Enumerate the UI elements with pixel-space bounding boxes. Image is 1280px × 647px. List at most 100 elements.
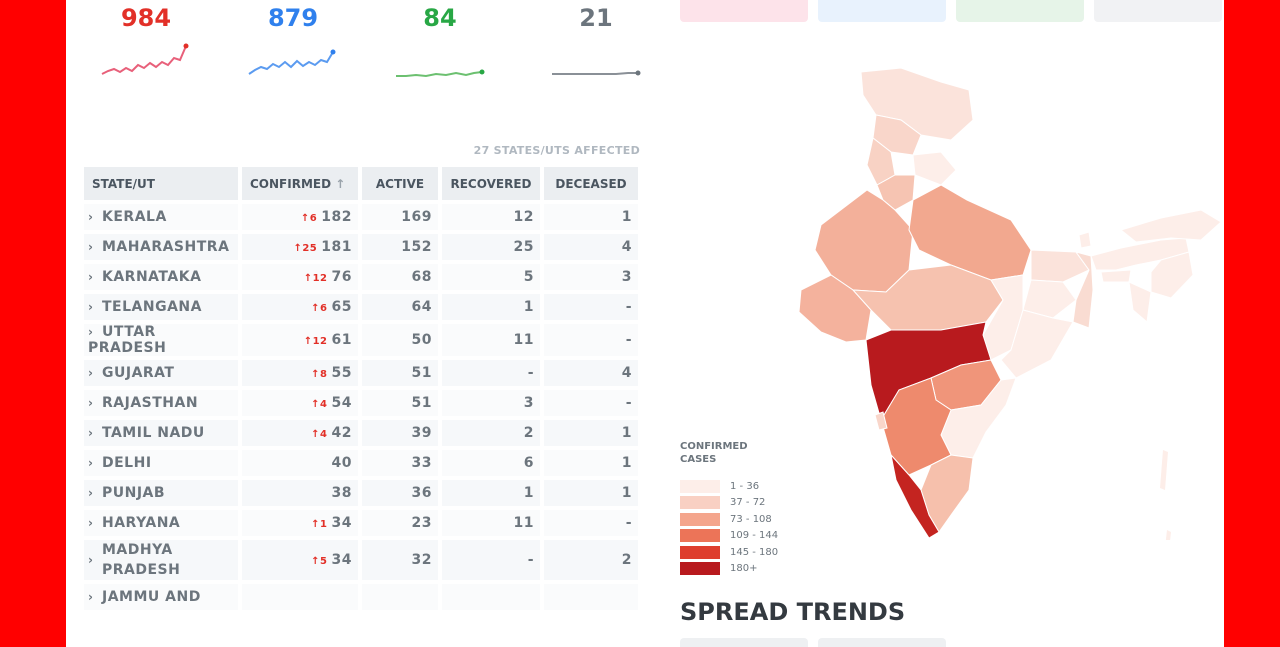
confirmed-value: 55 bbox=[331, 365, 352, 381]
confirmed-cell: ↑4 54 bbox=[242, 390, 358, 416]
trend-tab-2[interactable] bbox=[818, 638, 946, 647]
confirmed-value: 38 bbox=[331, 485, 352, 501]
state-cell[interactable]: › GUJARAT bbox=[84, 360, 238, 386]
state-cell[interactable]: › TELANGANA bbox=[84, 294, 238, 320]
chevron-right-icon[interactable]: › bbox=[88, 590, 94, 604]
header-confirmed-label: CONFIRMED bbox=[250, 176, 332, 191]
state-name: KARNATAKA bbox=[102, 269, 202, 285]
deceased-cell: 4 bbox=[544, 234, 638, 260]
confirmed-value: 34 bbox=[331, 515, 352, 531]
chevron-right-icon[interactable]: › bbox=[88, 516, 94, 530]
legend-swatch bbox=[680, 562, 720, 576]
table-row[interactable]: › JAMMU AND bbox=[84, 584, 638, 610]
map-region-jammu-kashmir bbox=[860, 67, 974, 141]
map-region-sikkim bbox=[1078, 231, 1092, 249]
state-cell[interactable]: › MADHYA PRADESH bbox=[84, 540, 238, 580]
spread-trends-heading: SPREAD TRENDS bbox=[680, 598, 906, 626]
chevron-right-icon[interactable]: › bbox=[88, 456, 94, 470]
state-name: HARYANA bbox=[102, 515, 181, 531]
active-cell: 51 bbox=[362, 360, 438, 386]
deceased-cell: 1 bbox=[544, 450, 638, 476]
state-name: MAHARASHTRA bbox=[102, 239, 230, 255]
header-state[interactable]: STATE/UT bbox=[84, 167, 238, 200]
legend-label: 73 - 108 bbox=[730, 513, 772, 525]
state-cell[interactable]: › DELHI bbox=[84, 450, 238, 476]
table-row[interactable]: › KERALA ↑6 182 169 12 1 bbox=[84, 204, 638, 230]
header-active[interactable]: ACTIVE bbox=[362, 167, 438, 200]
recovered-sparkline bbox=[396, 69, 485, 78]
chevron-right-icon[interactable]: › bbox=[88, 325, 94, 339]
table-row[interactable]: › RAJASTHAN ↑4 54 51 3- bbox=[84, 390, 638, 416]
table-row[interactable]: ›MADHYA PRADESH ↑5 34 32-2 bbox=[84, 540, 638, 580]
state-name: GUJARAT bbox=[102, 365, 175, 381]
state-cell[interactable]: › KARNATAKA bbox=[84, 264, 238, 290]
confirmed-value: 65 bbox=[331, 299, 352, 315]
table-row[interactable]: › GUJARAT ↑8 55 51-4 bbox=[84, 360, 638, 386]
recovered-cell: 2 bbox=[442, 420, 540, 446]
trend-tab-1[interactable] bbox=[680, 638, 808, 647]
chevron-right-icon[interactable]: › bbox=[88, 270, 94, 284]
chevron-right-icon[interactable]: › bbox=[88, 210, 94, 224]
confirmed-value: 54 bbox=[331, 395, 352, 411]
header-recovered[interactable]: RECOVERED bbox=[442, 167, 540, 200]
legend-label: 145 - 180 bbox=[730, 546, 779, 558]
chevron-right-icon[interactable]: › bbox=[88, 426, 94, 440]
header-deceased[interactable]: DECEASED bbox=[544, 167, 638, 200]
table-row[interactable]: › PUNJAB 38 36 1 1 bbox=[84, 480, 638, 506]
table-row[interactable]: › UTTAR PRADESH ↑12 61 50 11- bbox=[84, 324, 638, 356]
chevron-right-icon[interactable]: › bbox=[88, 300, 94, 314]
india-map[interactable] bbox=[791, 60, 1224, 540]
state-cell[interactable]: › RAJASTHAN bbox=[84, 390, 238, 416]
state-cell[interactable]: › KERALA bbox=[84, 204, 238, 230]
recovered-cell: - bbox=[442, 540, 540, 580]
map-region-uttar-pradesh bbox=[908, 184, 1032, 281]
table-row[interactable]: › TAMIL NADU ↑4 42 39 2 1 bbox=[84, 420, 638, 446]
table-row[interactable]: › MAHARASHTRA ↑25 181 152 25 4 bbox=[84, 234, 638, 260]
recovered-cell: 5 bbox=[442, 264, 540, 290]
table-row[interactable]: › HARYANA ↑1 34 23 11- bbox=[84, 510, 638, 536]
header-confirmed[interactable]: CONFIRMED ↑ bbox=[242, 167, 358, 200]
legend-swatch bbox=[680, 545, 720, 559]
table-row[interactable]: › TELANGANA ↑6 65 64 1- bbox=[84, 294, 638, 320]
state-cell[interactable]: › TAMIL NADU bbox=[84, 420, 238, 446]
confirmed-value: 34 bbox=[331, 552, 352, 568]
deceased-cell bbox=[544, 584, 638, 610]
confirmed-cell: ↑4 42 bbox=[242, 420, 358, 446]
state-cell[interactable]: › UTTAR PRADESH bbox=[84, 324, 238, 356]
map-region-nagaland-manipur bbox=[1150, 251, 1194, 299]
header-state-label: STATE/UT bbox=[92, 176, 155, 191]
state-cell[interactable]: › JAMMU AND bbox=[84, 584, 238, 610]
active-cell: 50 bbox=[362, 324, 438, 356]
table-row[interactable]: › DELHI 40 33 6 1 bbox=[84, 450, 638, 476]
chevron-right-icon[interactable]: › bbox=[88, 553, 94, 567]
legend-item: 109 - 144 bbox=[680, 528, 778, 545]
deceased-cell: 3 bbox=[544, 264, 638, 290]
recovered-cell: 25 bbox=[442, 234, 540, 260]
deceased-cell: 1 bbox=[544, 480, 638, 506]
map-region-arunachal bbox=[1119, 209, 1222, 243]
confirmed-delta: ↑1 bbox=[311, 519, 328, 530]
legend-swatch bbox=[680, 529, 720, 543]
deceased-tab[interactable] bbox=[1094, 0, 1222, 22]
recovered-cell: - bbox=[442, 360, 540, 386]
map-region-west-bengal bbox=[1072, 251, 1094, 329]
state-cell[interactable]: › PUNJAB bbox=[84, 480, 238, 506]
legend-title-line-1: CONFIRMED bbox=[680, 441, 748, 452]
table-row[interactable]: › KARNATAKA ↑12 76 68 5 3 bbox=[84, 264, 638, 290]
recovered-cell: 1 bbox=[442, 294, 540, 320]
confirmed-delta: ↑8 bbox=[311, 369, 328, 380]
confirmed-tab[interactable] bbox=[680, 0, 808, 22]
deceased-cell: 2 bbox=[544, 540, 638, 580]
map-region-uttarakhand bbox=[912, 151, 957, 186]
chevron-right-icon[interactable]: › bbox=[88, 396, 94, 410]
chevron-right-icon[interactable]: › bbox=[88, 240, 94, 254]
active-cell: 32 bbox=[362, 540, 438, 580]
chevron-right-icon[interactable]: › bbox=[88, 366, 94, 380]
chevron-right-icon[interactable]: › bbox=[88, 486, 94, 500]
active-tab[interactable] bbox=[818, 0, 946, 22]
legend-swatch bbox=[680, 479, 720, 493]
state-cell[interactable]: › MAHARASHTRA bbox=[84, 234, 238, 260]
recovered-tab[interactable] bbox=[956, 0, 1084, 22]
header-deceased-label: DECEASED bbox=[555, 176, 627, 191]
state-cell[interactable]: › HARYANA bbox=[84, 510, 238, 536]
